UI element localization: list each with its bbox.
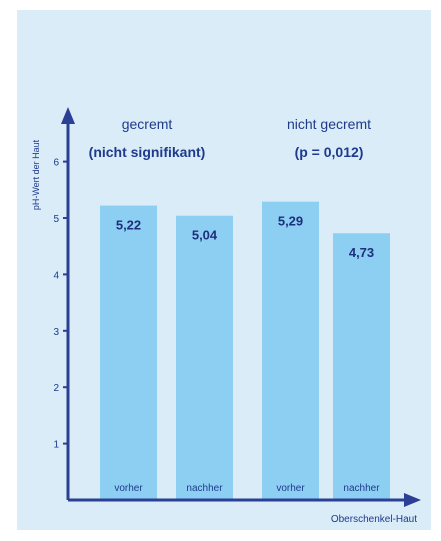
bar-2 [176, 215, 233, 500]
y-tick-label-3: 3 [53, 327, 59, 338]
group-subtitle-1: (nicht signifikant) [89, 144, 206, 160]
y-tick-label-2: 2 [53, 383, 59, 394]
labels-layer: 5,22 5,04 5,29 4,73 vorher nachher vorher nachh… [89, 116, 381, 494]
bar-value-label-1: 5,22 [116, 218, 141, 233]
bar-value-label-3: 5,29 [278, 214, 303, 229]
y-tick-label-5: 5 [53, 214, 59, 225]
category-label-4: nachher [343, 483, 380, 494]
category-label-1: vorher [114, 483, 143, 494]
bar-1 [100, 205, 157, 501]
bar-chart: 5,22 5,04 5,29 4,73 vorher nachher vorher nachh… [31, 107, 421, 525]
group-title-1: gecremt [122, 116, 173, 132]
axes-layer: 1 2 3 4 5 6 pH-Wert der Haut Oberschenkel-Haut [31, 107, 421, 525]
bars-layer [100, 201, 390, 501]
chart-panel: 5,22 5,04 5,29 4,73 vorher nachher vorher nachh… [17, 10, 431, 530]
bar-value-label-2: 5,04 [192, 228, 218, 243]
bar-3 [262, 201, 319, 501]
y-axis-arrowhead [61, 107, 75, 124]
group-title-2: nicht gecremt [287, 116, 371, 132]
x-axis-arrowhead [404, 493, 421, 507]
y-axis-title: pH-Wert der Haut [31, 139, 41, 210]
group-subtitle-2: (p = 0,012) [295, 144, 364, 160]
y-tick-label-1: 1 [53, 440, 59, 451]
x-axis-title: Oberschenkel-Haut [331, 514, 417, 525]
category-label-3: vorher [276, 483, 305, 494]
category-label-2: nachher [186, 483, 223, 494]
bar-value-label-4: 4,73 [349, 245, 374, 260]
bar-4 [333, 233, 390, 500]
y-tick-label-4: 4 [53, 270, 59, 281]
y-tick-label-6: 6 [53, 158, 59, 169]
